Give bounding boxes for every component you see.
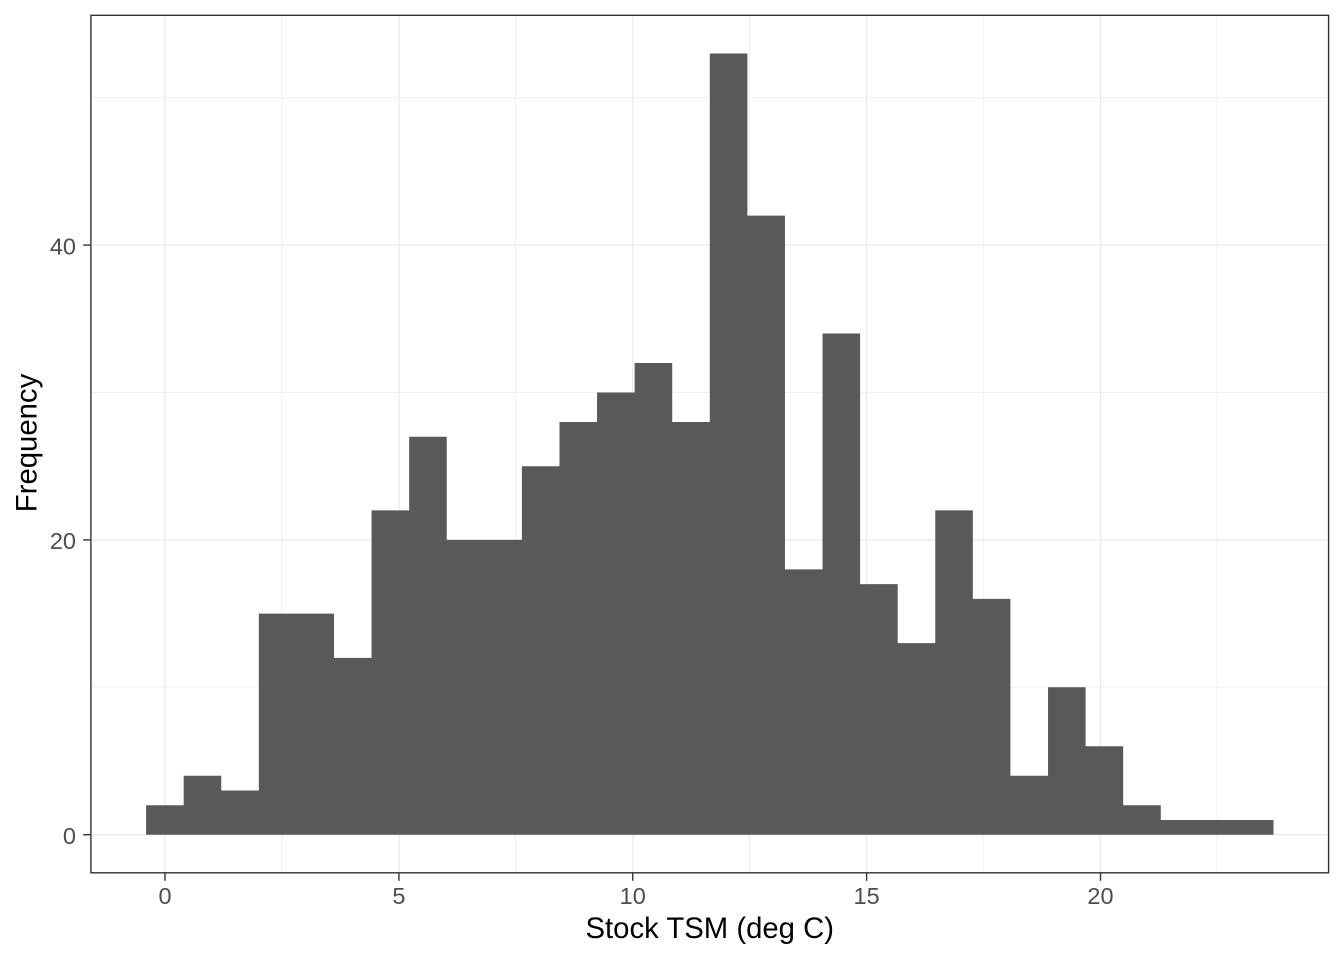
svg-text:0: 0	[63, 823, 76, 849]
svg-text:Stock TSM (deg C): Stock TSM (deg C)	[585, 912, 834, 945]
svg-text:Frequency: Frequency	[10, 373, 43, 512]
svg-text:10: 10	[620, 883, 646, 909]
svg-text:40: 40	[50, 233, 76, 259]
svg-text:5: 5	[392, 883, 405, 909]
svg-text:15: 15	[854, 883, 880, 909]
svg-text:20: 20	[1087, 883, 1113, 909]
svg-text:0: 0	[158, 883, 171, 909]
svg-text:20: 20	[50, 528, 76, 554]
